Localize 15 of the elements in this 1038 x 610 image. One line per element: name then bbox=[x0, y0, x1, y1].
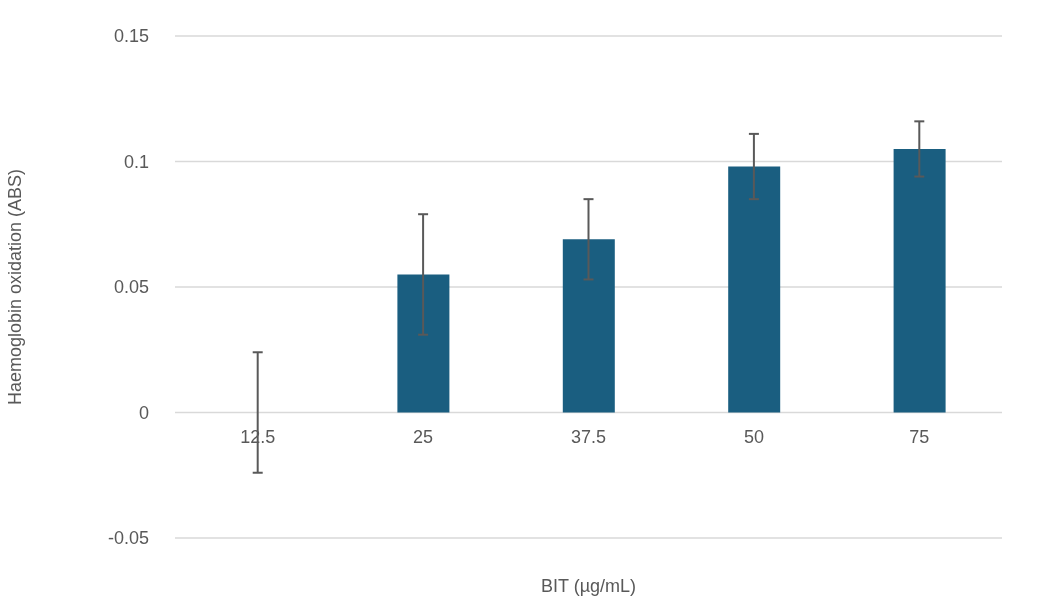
bar bbox=[893, 148, 946, 413]
y-tick-label: 0.05 bbox=[113, 277, 149, 298]
x-tick-label: 75 bbox=[909, 426, 930, 447]
x-tick-label: 50 bbox=[743, 426, 764, 447]
bar bbox=[562, 239, 615, 413]
x-tick-label: 25 bbox=[413, 426, 434, 447]
y-tick-label: -0.05 bbox=[107, 528, 149, 549]
bar bbox=[728, 166, 781, 413]
y-tick-label: 0.1 bbox=[123, 151, 149, 172]
y-axis-title: Haemoglobin oxidation (ABS) bbox=[5, 168, 26, 406]
bar bbox=[397, 274, 450, 413]
x-axis-title: BIT (µg/mL) bbox=[540, 576, 637, 596]
y-tick-label: 0.15 bbox=[113, 26, 149, 47]
x-tick-label: 37.5 bbox=[570, 426, 607, 447]
y-tick-label: 0 bbox=[138, 402, 149, 423]
